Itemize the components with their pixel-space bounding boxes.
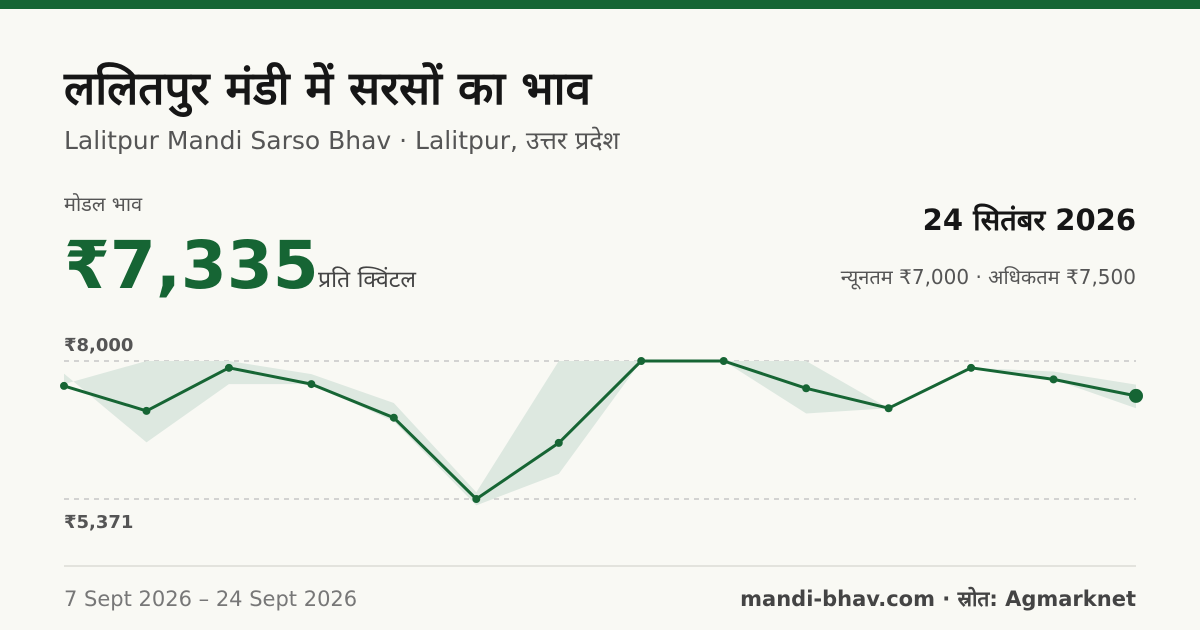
data-point — [307, 380, 316, 389]
chart-grid — [64, 360, 1136, 500]
data-point — [142, 406, 151, 415]
data-point — [224, 363, 233, 372]
report-date: 24 सितंबर 2026 — [922, 203, 1136, 237]
data-point — [554, 438, 563, 447]
data-point — [967, 363, 976, 372]
page-title: ललितपुर मंडी में सरसों का भाव — [64, 61, 592, 115]
y-tick-label-max: ₹8,000 — [64, 335, 133, 356]
data-point — [802, 384, 811, 393]
chart-labels: ₹8,000 ₹5,371 — [64, 335, 133, 533]
price-unit: प्रति क्विंटल — [318, 267, 416, 293]
data-point — [60, 381, 68, 390]
price-range-band — [64, 361, 1136, 506]
top-accent-bar — [0, 0, 1200, 9]
data-point — [1129, 388, 1143, 403]
date-period: 7 Sept 2026 – 24 Sept 2026 — [64, 587, 358, 611]
model-price-line — [63, 359, 1137, 501]
data-point — [389, 413, 398, 422]
data-point — [1049, 375, 1058, 384]
data-point — [472, 495, 481, 503]
data-point — [637, 357, 646, 365]
data-point — [884, 404, 893, 413]
data-point — [719, 357, 728, 365]
footer-divider — [64, 565, 1136, 567]
model-price-value: ₹7,335 — [64, 227, 319, 304]
y-tick-label-min: ₹5,371 — [64, 512, 133, 533]
price-range: न्यूनतम ₹7,000 · अधिकतम ₹7,500 — [840, 265, 1136, 289]
chart-band — [64, 361, 1136, 506]
page-subtitle: Lalitpur Mandi Sarso Bhav · Lalitpur, उत… — [64, 126, 620, 155]
source-credit: mandi-bhav.com · स्रोत: Agmarknet — [740, 587, 1136, 611]
model-price-label: मोडल भाव — [64, 192, 143, 216]
chart-series — [60, 357, 1143, 503]
